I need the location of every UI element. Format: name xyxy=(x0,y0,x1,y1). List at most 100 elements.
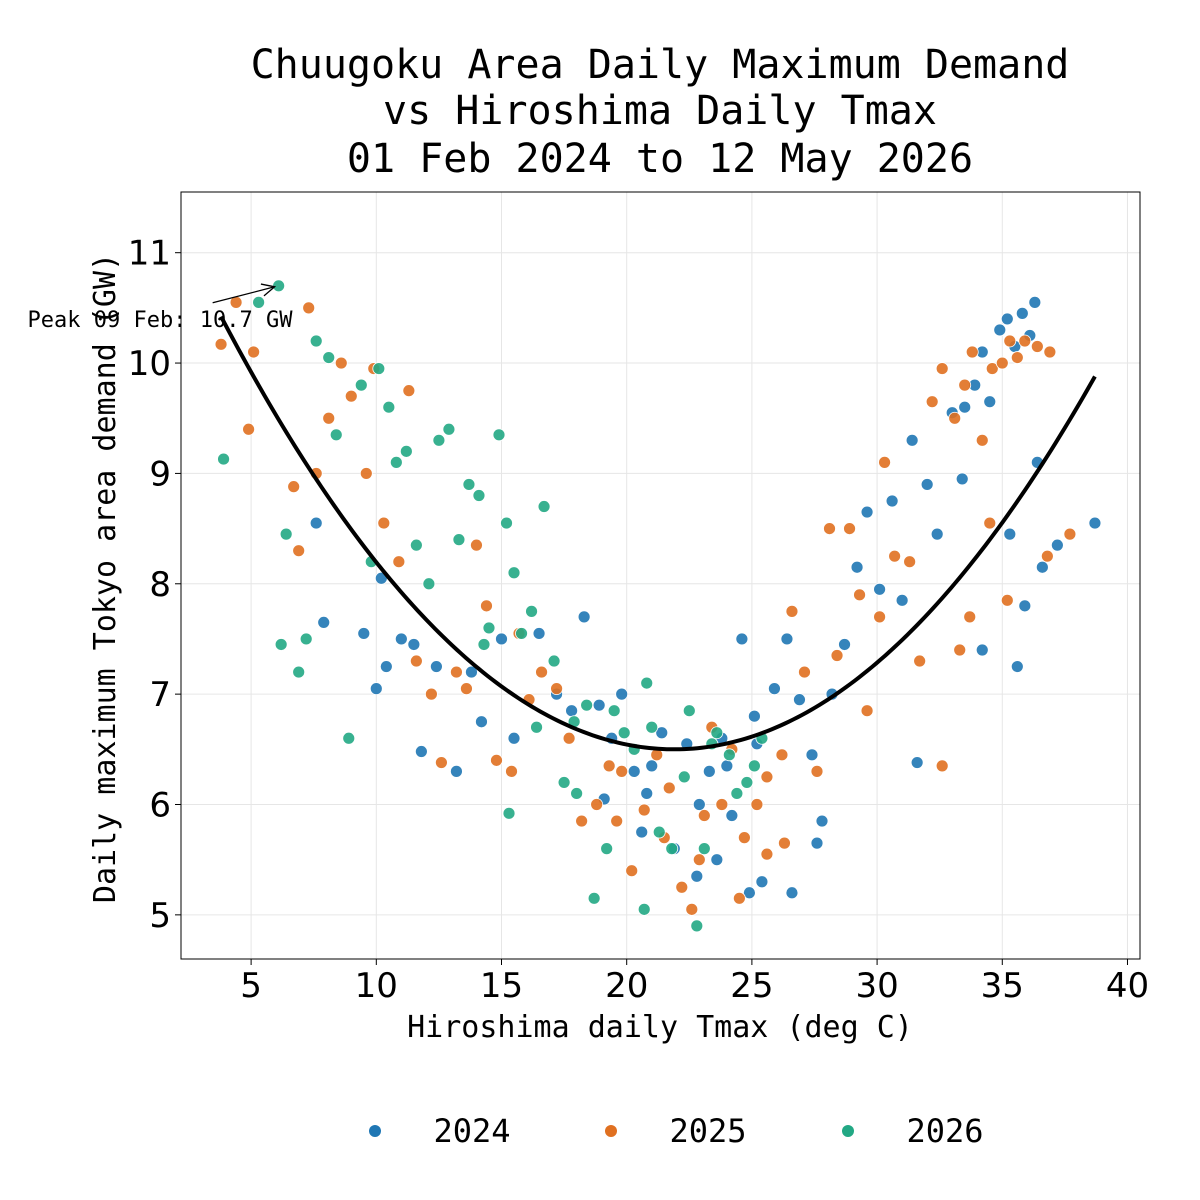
data-point xyxy=(379,660,393,673)
data-point xyxy=(860,505,874,519)
data-point xyxy=(850,560,864,574)
data-point xyxy=(735,632,749,646)
data-point xyxy=(730,787,744,800)
data-point xyxy=(905,433,919,447)
plot-area xyxy=(180,191,1141,960)
data-point xyxy=(1018,334,1032,348)
data-point xyxy=(913,654,927,668)
data-point xyxy=(309,334,323,348)
data-point xyxy=(329,428,343,442)
axis-ticks: 5 10 15 20 25 30 35 40 5 6 7 8 9 10 11 xyxy=(128,234,1149,1006)
data-point xyxy=(1015,306,1029,320)
data-point xyxy=(963,610,977,624)
data-point xyxy=(462,478,476,491)
data-point xyxy=(1003,334,1017,348)
data-point xyxy=(697,842,711,856)
chart-title-line-3: 01 Feb 2024 to 12 May 2026 xyxy=(347,136,973,182)
data-point xyxy=(377,516,391,530)
data-point xyxy=(500,516,513,530)
legend-label: 2024 xyxy=(433,1112,510,1150)
data-point xyxy=(1000,593,1014,607)
data-point xyxy=(830,649,844,662)
data-point xyxy=(873,610,886,624)
data-point xyxy=(344,389,358,403)
legend-item-2025: 2025 xyxy=(605,1112,747,1150)
data-point xyxy=(502,806,516,820)
data-point xyxy=(843,522,856,535)
data-point xyxy=(873,582,886,596)
data-point xyxy=(214,337,228,351)
data-point xyxy=(515,627,528,640)
data-point xyxy=(652,825,666,839)
data-point xyxy=(805,748,819,762)
data-point xyxy=(635,825,649,839)
data-point xyxy=(432,433,446,447)
data-point xyxy=(895,593,909,607)
data-point xyxy=(1018,599,1032,613)
chart-title: Chuugoku Area Daily Maximum Demand vs Hi… xyxy=(251,42,1070,182)
annotation-arrow xyxy=(212,286,275,304)
data-point xyxy=(948,411,962,425)
data-point xyxy=(334,356,348,370)
data-point xyxy=(507,566,521,580)
data-point xyxy=(505,764,518,778)
chart-title-line-1: Chuugoku Area Daily Maximum Demand xyxy=(251,42,1070,88)
data-point xyxy=(1035,560,1049,574)
data-point xyxy=(322,411,336,425)
data-point xyxy=(677,770,691,784)
data-point xyxy=(409,654,423,668)
data-point xyxy=(532,627,546,640)
data-point xyxy=(793,693,806,707)
y-tick-label: 10 xyxy=(128,344,171,384)
data-point xyxy=(422,577,436,591)
data-point xyxy=(682,704,696,718)
data-point xyxy=(607,704,621,718)
x-tick-label: 40 xyxy=(1106,966,1149,1006)
data-point xyxy=(637,902,651,916)
data-point xyxy=(1050,538,1064,552)
data-point xyxy=(562,731,576,745)
data-point xyxy=(475,715,488,729)
data-point xyxy=(359,467,373,480)
data-point xyxy=(975,643,989,657)
data-point xyxy=(407,638,421,651)
data-point xyxy=(537,500,551,513)
data-point xyxy=(602,759,616,773)
data-point xyxy=(935,362,949,375)
data-point xyxy=(702,764,716,778)
data-point xyxy=(292,544,306,558)
data-point xyxy=(354,378,368,392)
data-point xyxy=(399,444,413,458)
scatter-points xyxy=(214,279,1102,933)
data-point xyxy=(617,726,631,740)
data-point xyxy=(317,616,331,629)
data-point xyxy=(640,676,654,690)
legend-label: 2026 xyxy=(906,1112,983,1150)
data-point xyxy=(1043,345,1057,359)
data-point xyxy=(983,395,997,409)
data-point xyxy=(369,682,383,696)
series-2026 xyxy=(217,279,769,933)
data-point xyxy=(565,704,579,718)
data-point xyxy=(472,489,486,502)
data-point xyxy=(785,886,799,900)
data-point xyxy=(547,654,561,668)
data-point xyxy=(414,745,428,758)
data-point xyxy=(798,665,811,679)
data-point xyxy=(778,836,791,850)
data-point xyxy=(722,748,736,762)
peak-annotation: Peak 09 Feb: 10.7 GW xyxy=(28,283,294,333)
data-point xyxy=(637,803,651,817)
data-point xyxy=(1030,340,1044,353)
data-point xyxy=(272,279,286,293)
data-point xyxy=(535,665,548,679)
data-point xyxy=(720,759,734,773)
annotation-label: Peak 09 Feb: 10.7 GW xyxy=(28,308,294,333)
data-point xyxy=(710,726,724,740)
data-point xyxy=(885,494,899,508)
data-point xyxy=(435,756,448,769)
x-tick-label: 30 xyxy=(855,966,898,1006)
data-point xyxy=(372,362,386,375)
data-point xyxy=(424,687,438,701)
